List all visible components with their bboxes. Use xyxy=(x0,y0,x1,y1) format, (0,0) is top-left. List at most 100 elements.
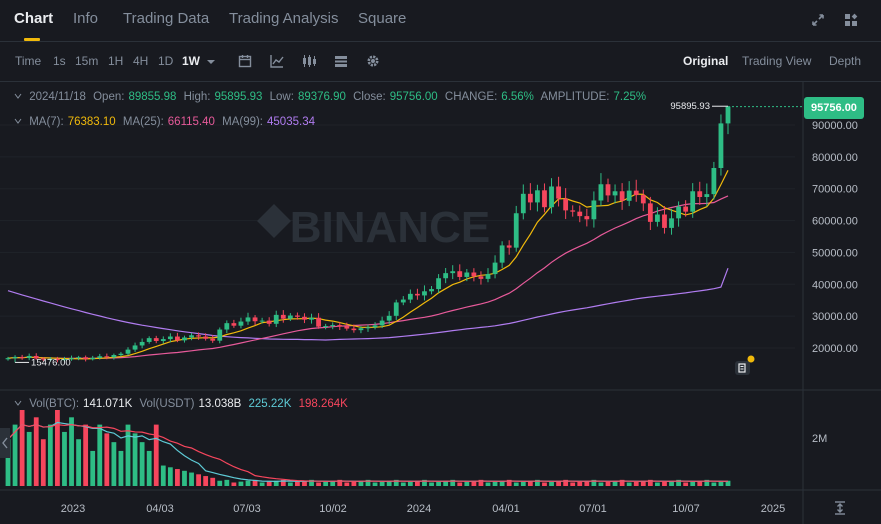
layout-grid-icon[interactable] xyxy=(843,12,859,28)
view-original[interactable]: Original xyxy=(683,54,729,68)
tab-info[interactable]: Info xyxy=(73,10,99,27)
candle-body xyxy=(464,272,470,277)
tab-bar: Chart Info Trading Data Trading Analysis… xyxy=(0,0,881,42)
view-trading-view[interactable]: Trading View xyxy=(742,54,812,68)
volume-bar xyxy=(55,410,60,486)
grid-lines xyxy=(0,82,881,524)
volume-bar xyxy=(415,480,420,486)
time-tick-label: 07/01 xyxy=(579,503,607,515)
candle-body xyxy=(40,358,46,360)
candle-body xyxy=(139,341,145,346)
volume-bar xyxy=(711,482,717,486)
volume-bar xyxy=(196,474,201,486)
scroll-left-handle[interactable] xyxy=(0,428,10,458)
interval-15m[interactable]: 15m xyxy=(75,54,99,68)
candle-body xyxy=(344,326,350,329)
tab-trading-data[interactable]: Trading Data xyxy=(123,10,210,27)
view-depth[interactable]: Depth xyxy=(829,54,862,68)
high-value: 95895.93 xyxy=(214,91,263,103)
time-tick-label: 10/07 xyxy=(672,503,700,515)
volume-bar xyxy=(372,482,378,486)
volume-bar xyxy=(62,431,67,486)
ma25-value: 66115.40 xyxy=(167,116,215,128)
candle-body xyxy=(690,191,696,212)
collapse-chevron-icon[interactable] xyxy=(14,92,22,100)
amplitude-value: 7.25% xyxy=(613,91,647,103)
interval-4h[interactable]: 4H xyxy=(133,54,149,68)
interval-1h[interactable]: 1H xyxy=(108,54,124,68)
volume-bar xyxy=(210,477,216,486)
expand-icon[interactable] xyxy=(810,12,826,28)
collapse-chevron-icon[interactable] xyxy=(14,117,22,125)
candle-body xyxy=(5,358,11,360)
indicator-icon[interactable] xyxy=(269,53,285,69)
current-price-badge: 95756.00 xyxy=(804,97,864,119)
candle-body xyxy=(287,315,293,319)
candle-body xyxy=(19,356,25,358)
settings-icon[interactable] xyxy=(365,53,381,69)
volume-bar xyxy=(337,479,343,486)
volume-bar xyxy=(245,480,251,486)
tab-trading-analysis[interactable]: Trading Analysis xyxy=(229,10,339,27)
volume-bar xyxy=(203,476,209,486)
ma99-label: MA(99): xyxy=(222,116,264,128)
price-axis: 90000.00 80000.00 70000.00 60000.00 50000.00… xyxy=(812,120,858,445)
candle-body xyxy=(76,357,81,359)
calendar-icon[interactable] xyxy=(237,53,253,69)
low-label: Low: xyxy=(269,91,294,103)
candle-body xyxy=(422,291,427,296)
candle-body xyxy=(252,317,258,322)
vol-ma-b-value: 198.264K xyxy=(298,398,348,410)
candle-body xyxy=(478,276,484,279)
volume-bar xyxy=(358,480,364,486)
volume-ma-b-polyline xyxy=(7,423,729,482)
notes-alert-icon[interactable] xyxy=(733,355,755,377)
chart-type-icon[interactable] xyxy=(333,53,349,69)
candle-body xyxy=(55,358,60,361)
tab-chart[interactable]: Chart xyxy=(14,10,54,27)
candle-body xyxy=(33,355,39,359)
volume-bar xyxy=(5,439,11,486)
volume-bar xyxy=(97,424,103,486)
volume-bar xyxy=(690,481,696,486)
interval-1d[interactable]: 1D xyxy=(158,54,174,68)
tab-square[interactable]: Square xyxy=(358,10,407,27)
volume-bar xyxy=(153,424,159,486)
reset-scale-icon[interactable] xyxy=(832,500,848,516)
volume-bar xyxy=(330,480,336,486)
volume-bar xyxy=(351,481,357,486)
volume-bar xyxy=(167,467,173,486)
candle-body xyxy=(655,214,660,222)
volume-bar xyxy=(464,481,470,486)
volume-bar xyxy=(662,481,667,486)
candle-body xyxy=(224,323,230,330)
candlestick-chart[interactable]: BINANCE 90000.00 80000.00 70000.00 60000.00… xyxy=(0,82,881,524)
volume-bar xyxy=(513,482,519,486)
candle-body xyxy=(351,328,357,331)
candle-body xyxy=(12,356,18,359)
volume-bar xyxy=(365,479,371,486)
interval-dropdown-icon[interactable] xyxy=(206,57,216,67)
time-tick-label: 10/02 xyxy=(319,503,347,515)
interval-1w[interactable]: 1W xyxy=(182,54,200,68)
volume-bar xyxy=(295,481,300,486)
candle-body xyxy=(146,338,152,342)
volume-bar xyxy=(104,433,110,486)
candle-style-icon[interactable] xyxy=(301,53,317,69)
volume-bar xyxy=(40,439,46,486)
candle-body xyxy=(97,356,103,358)
candle-body xyxy=(633,190,639,196)
volume-bar xyxy=(259,482,265,486)
ma7-value: 76383.10 xyxy=(67,116,116,128)
time-label[interactable]: Time xyxy=(15,54,42,68)
candle-body xyxy=(118,353,124,356)
time-tick-label: 07/03 xyxy=(233,503,261,515)
candle-body xyxy=(577,211,583,217)
volume-ma-lines xyxy=(7,421,729,482)
collapse-chevron-icon[interactable] xyxy=(14,399,22,407)
interval-1s[interactable]: 1s xyxy=(53,54,66,68)
volume-bar xyxy=(287,482,293,486)
candle-body xyxy=(640,195,646,204)
volume-bar xyxy=(436,481,441,486)
candle-body xyxy=(316,317,321,327)
